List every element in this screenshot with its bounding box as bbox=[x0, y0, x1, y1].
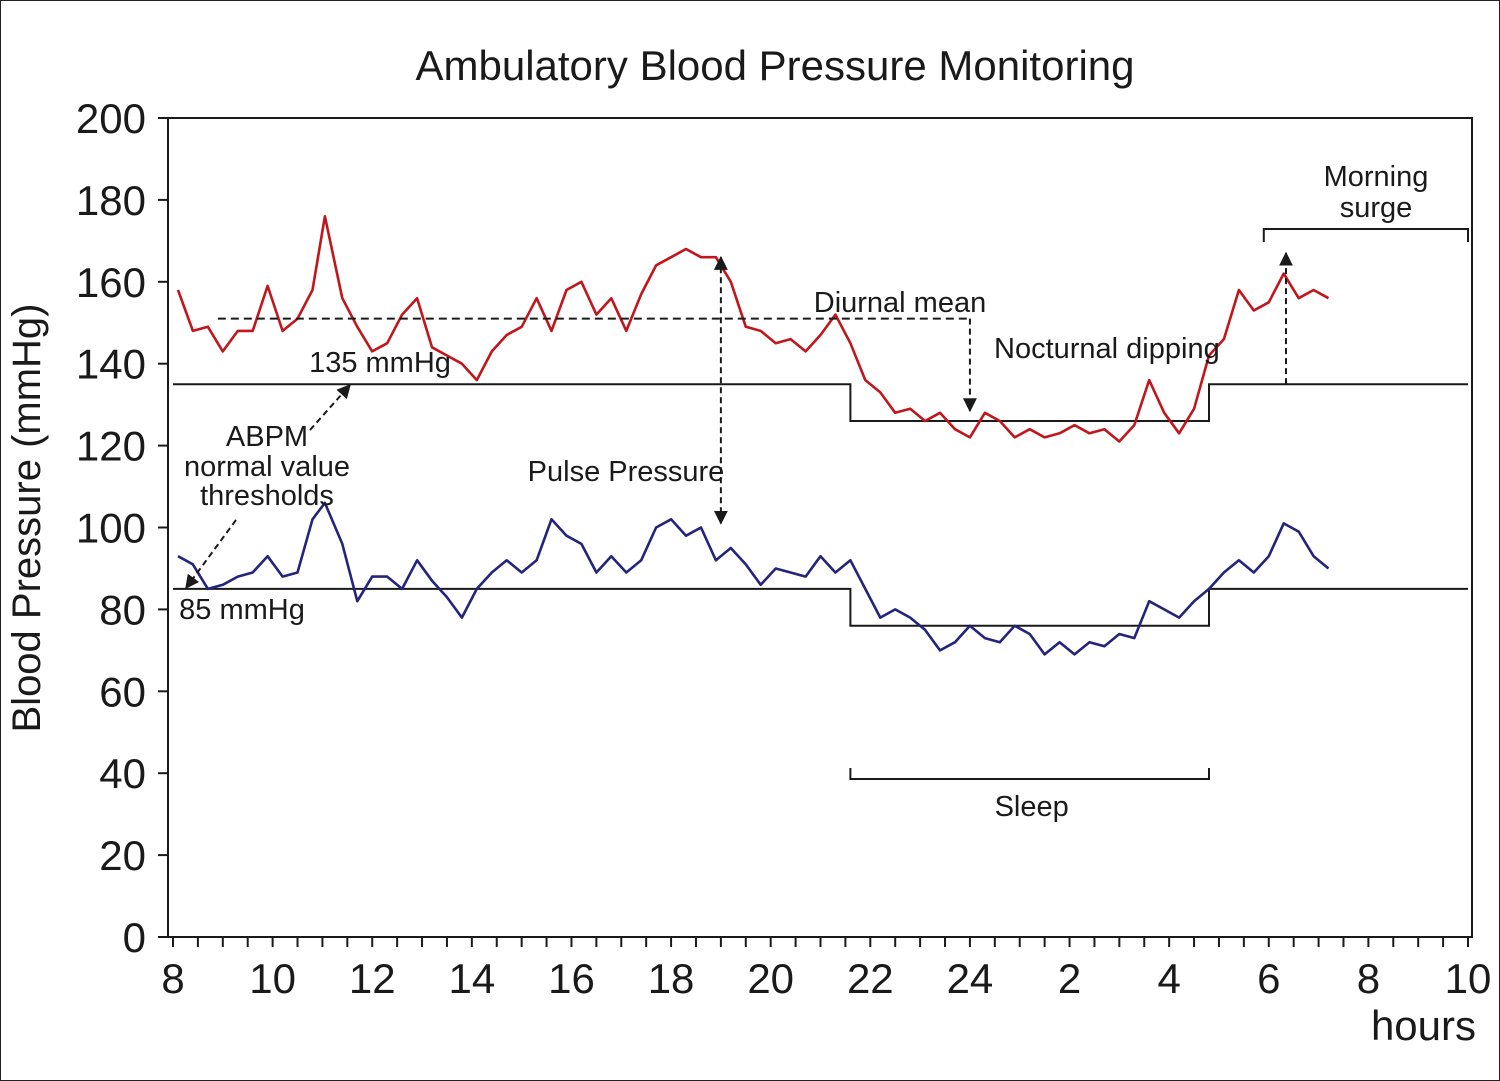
y-tick-label: 40 bbox=[99, 750, 146, 797]
y-tick-label: 140 bbox=[76, 341, 146, 388]
sleep-bracket bbox=[849, 768, 1210, 780]
morning-surge-bracket bbox=[1262, 228, 1469, 242]
x-axis-label: hours bbox=[1371, 1002, 1476, 1049]
morning-surge-line1: Morning bbox=[1324, 161, 1429, 193]
y-tick-label: 60 bbox=[99, 668, 146, 715]
nocturnal-dipping-label: Nocturnal dipping bbox=[994, 333, 1220, 365]
y-tick-label: 0 bbox=[123, 914, 146, 961]
abpm-label-line1: ABPM bbox=[226, 421, 308, 453]
x-tick-label: 10 bbox=[249, 955, 296, 1002]
x-tick-label: 8 bbox=[1357, 955, 1380, 1002]
abpm-arrow-135 bbox=[309, 383, 351, 431]
y-tick-label: 200 bbox=[76, 95, 146, 142]
threshold-lines bbox=[173, 383, 1468, 627]
systolic-threshold bbox=[173, 383, 1468, 422]
series-systolic bbox=[176, 215, 1330, 443]
y-tick-label: 100 bbox=[76, 505, 146, 552]
threshold-85-label: 85 mmHg bbox=[179, 594, 305, 626]
x-tick-label: 14 bbox=[448, 955, 495, 1002]
x-tick-label: 20 bbox=[747, 955, 794, 1002]
morning-surge-line2: surge bbox=[1340, 192, 1413, 224]
y-tick-label: 180 bbox=[76, 177, 146, 224]
threshold-135-label: 135 mmHg bbox=[309, 347, 451, 379]
y-tick-label: 80 bbox=[99, 586, 146, 633]
diurnal-mean-label: Diurnal mean bbox=[814, 287, 986, 319]
series-diastolic bbox=[177, 501, 1330, 656]
abpm-label-line2: normal value bbox=[184, 451, 350, 483]
y-axis: 0 20 40 60 80 100 120 140 160 180 200 bbox=[76, 95, 168, 961]
x-tick-label: 12 bbox=[349, 955, 396, 1002]
y-tick-label: 20 bbox=[99, 832, 146, 879]
abpm-label-line3: thresholds bbox=[200, 480, 334, 512]
x-tick-label: 4 bbox=[1157, 955, 1180, 1002]
x-tick-label: 6 bbox=[1257, 955, 1280, 1002]
sleep-label: Sleep bbox=[995, 791, 1069, 823]
x-tick-label: 18 bbox=[648, 955, 695, 1002]
x-tick-label: 8 bbox=[161, 955, 184, 1002]
x-tick-label: 22 bbox=[847, 955, 894, 1002]
y-tick-label: 120 bbox=[76, 423, 146, 470]
x-tick-label: 24 bbox=[947, 955, 994, 1002]
x-tick-label: 10 bbox=[1445, 955, 1492, 1002]
x-axis: 8 10 12 14 16 18 20 22 24 2 4 6 8 10 bbox=[161, 937, 1491, 1002]
abpm-arrow-85 bbox=[185, 519, 237, 590]
pulse-pressure-label: Pulse Pressure bbox=[528, 456, 725, 488]
x-tick-label: 2 bbox=[1058, 955, 1081, 1002]
diastolic-threshold bbox=[173, 587, 1468, 627]
x-tick-label: 16 bbox=[548, 955, 595, 1002]
plot-area bbox=[167, 117, 1473, 938]
y-tick-label: 160 bbox=[76, 259, 146, 306]
chart-title: Ambulatory Blood Pressure Monitoring bbox=[415, 42, 1134, 89]
y-axis-label: Blood Pressure (mmHg) bbox=[5, 303, 49, 732]
series-group bbox=[176, 215, 1330, 656]
